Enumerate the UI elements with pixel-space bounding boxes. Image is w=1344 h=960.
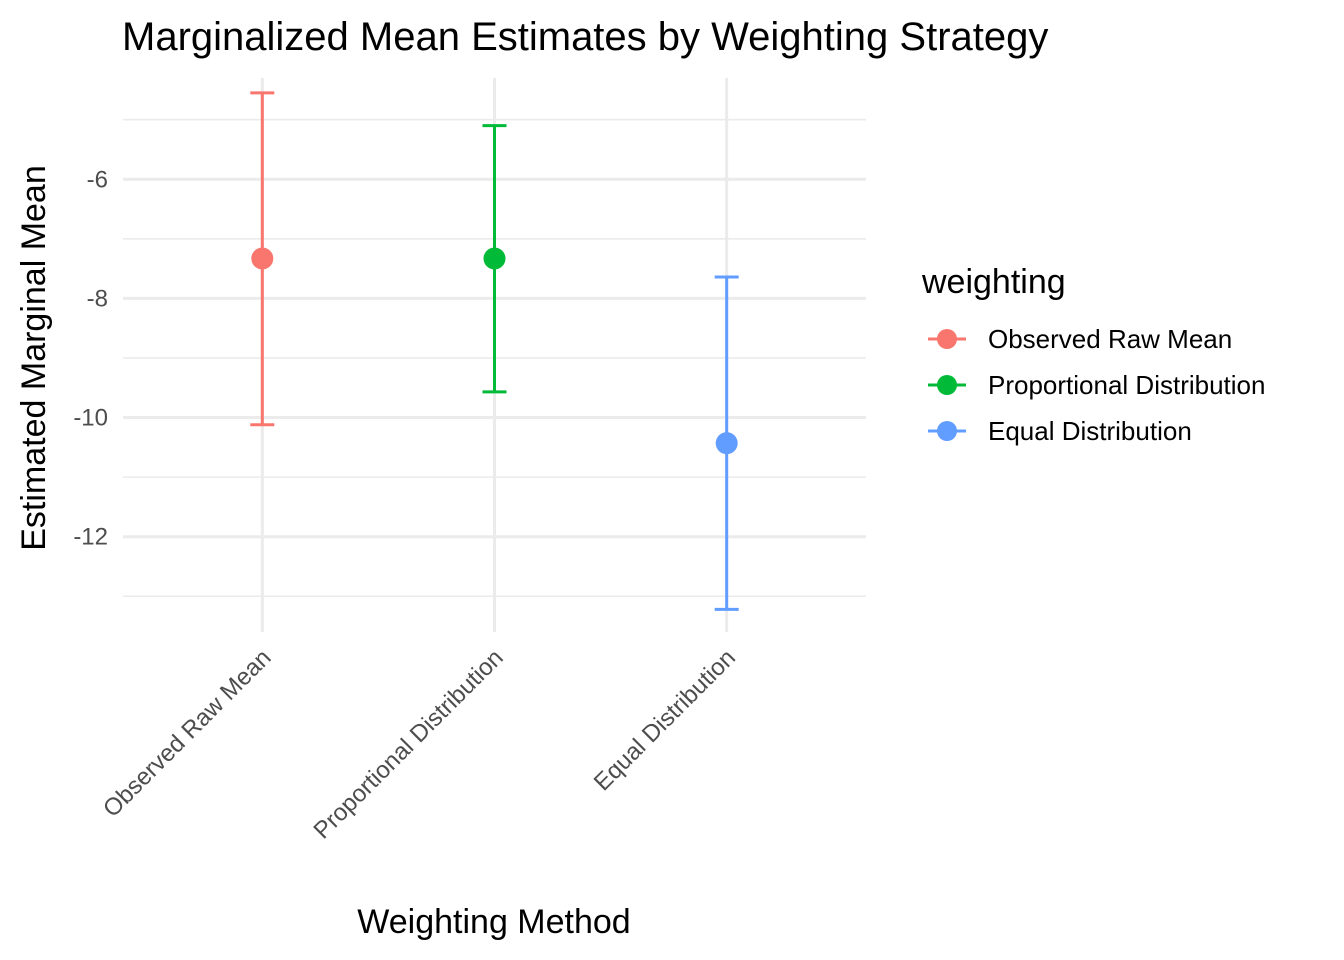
y-axis: -6 -8 -10 -12 bbox=[73, 166, 108, 550]
legend-key-point bbox=[937, 375, 957, 395]
legend-item: Observed Raw Mean bbox=[928, 324, 1232, 354]
y-tick-label: -10 bbox=[73, 405, 108, 432]
x-tick-label: Proportional Distribution bbox=[309, 644, 509, 844]
legend-key-point bbox=[937, 421, 957, 441]
y-axis-title: Estimated Marginal Mean bbox=[15, 165, 53, 551]
legend-key-point bbox=[937, 329, 957, 349]
x-tick-label: Observed Raw Mean bbox=[98, 644, 277, 823]
x-axis: Observed Raw Mean Proportional Distributi… bbox=[98, 644, 741, 844]
series-group bbox=[250, 91, 275, 427]
y-tick-label: -8 bbox=[87, 285, 108, 312]
mean-point bbox=[715, 432, 738, 455]
x-tick-label: Equal Distribution bbox=[589, 644, 741, 796]
series-group bbox=[482, 124, 507, 394]
series-group bbox=[714, 275, 739, 611]
legend-title: weighting bbox=[921, 263, 1066, 301]
x-axis-title: Weighting Method bbox=[357, 903, 630, 941]
legend-item: Proportional Distribution bbox=[928, 370, 1265, 400]
mean-point bbox=[251, 247, 274, 270]
mean-point bbox=[483, 247, 506, 270]
legend-label: Equal Distribution bbox=[988, 416, 1192, 446]
legend: weighting Observed Raw Mean Proportional … bbox=[921, 263, 1265, 446]
y-tick-label: -12 bbox=[73, 524, 108, 551]
y-tick-label: -6 bbox=[87, 166, 108, 193]
legend-item: Equal Distribution bbox=[928, 416, 1192, 446]
plot-area bbox=[250, 91, 739, 611]
legend-label: Observed Raw Mean bbox=[988, 324, 1232, 354]
chart-title: Marginalized Mean Estimates by Weighting… bbox=[122, 15, 1048, 59]
legend-label: Proportional Distribution bbox=[988, 370, 1265, 400]
